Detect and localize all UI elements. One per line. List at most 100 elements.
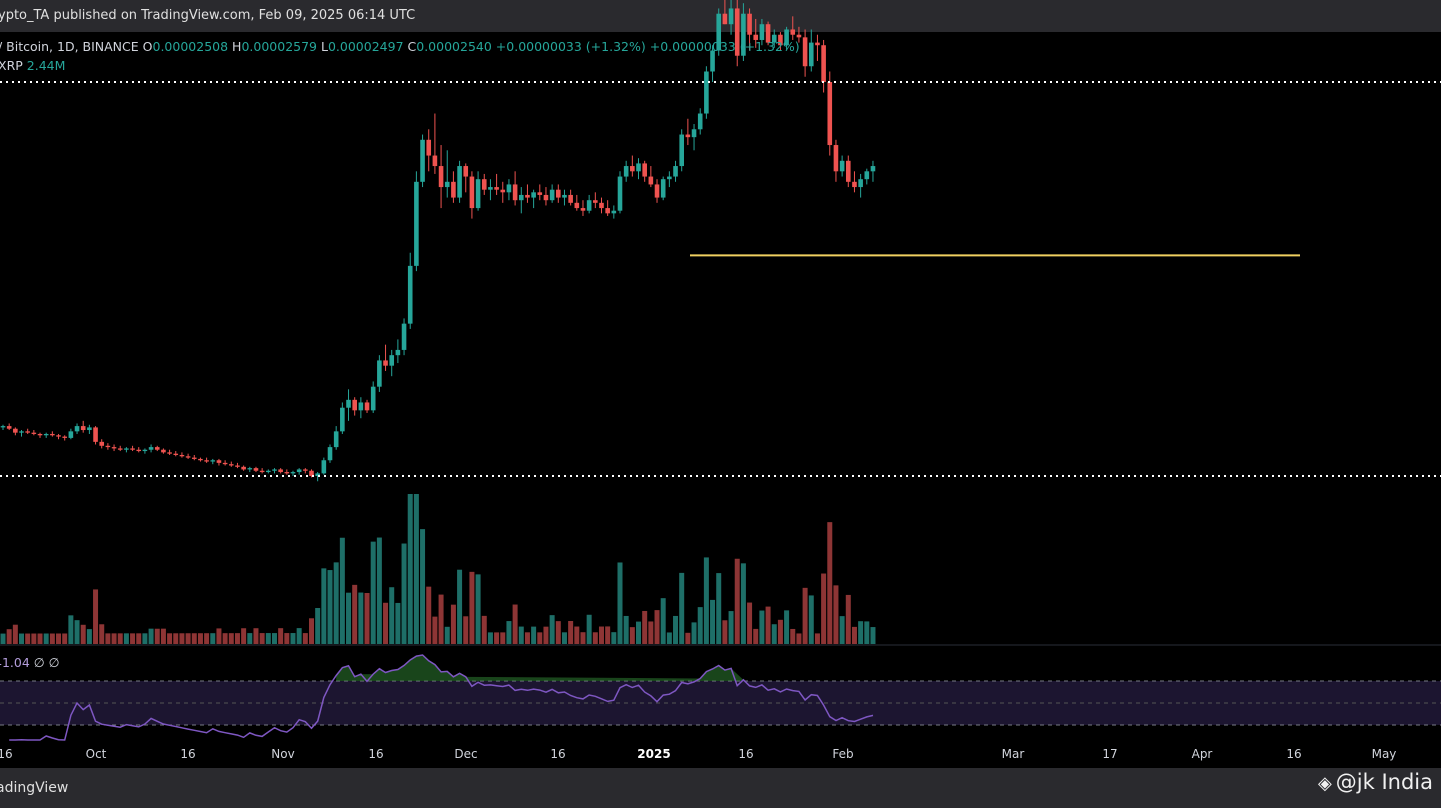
candle-body bbox=[383, 360, 388, 366]
candle-body bbox=[426, 139, 432, 156]
volume-bar bbox=[555, 621, 561, 644]
volume-bar bbox=[426, 586, 432, 644]
volume-bar bbox=[395, 602, 401, 644]
volume-bar bbox=[339, 537, 345, 644]
candle-body bbox=[414, 181, 419, 266]
candle-body bbox=[407, 265, 413, 324]
candle-body bbox=[309, 470, 314, 476]
candle-body bbox=[142, 449, 148, 452]
candle-body bbox=[154, 447, 160, 450]
volume-bar bbox=[185, 633, 191, 644]
volume-bar bbox=[673, 615, 679, 644]
candle-body bbox=[617, 176, 623, 211]
candle-body bbox=[222, 462, 228, 465]
volume-bar bbox=[364, 593, 370, 644]
candle-body bbox=[74, 426, 80, 432]
volume-bar bbox=[851, 626, 857, 644]
volume-bar bbox=[740, 563, 746, 644]
volume-bar bbox=[204, 633, 210, 644]
candle-body bbox=[790, 29, 796, 35]
volume-bar bbox=[302, 633, 308, 644]
candle-body bbox=[296, 469, 302, 473]
volume-bar bbox=[210, 633, 216, 644]
volume-bar bbox=[253, 628, 259, 644]
x-tick-label: 16 bbox=[368, 747, 383, 761]
candle-body bbox=[796, 34, 802, 38]
candle-body bbox=[124, 448, 129, 450]
candle-body bbox=[62, 436, 67, 438]
candle-body bbox=[475, 179, 481, 209]
candle-body bbox=[845, 160, 851, 182]
volume-bar bbox=[697, 607, 703, 644]
volume-bar bbox=[691, 622, 697, 644]
volume-bar bbox=[358, 592, 364, 644]
candle-body bbox=[759, 24, 765, 40]
volume-bar bbox=[814, 633, 820, 644]
volume-bar bbox=[759, 610, 765, 644]
x-tick-label: Feb bbox=[832, 747, 853, 761]
volume-bar bbox=[37, 633, 43, 644]
volume-bar bbox=[56, 633, 62, 644]
volume-bar bbox=[247, 633, 253, 644]
volume-bar bbox=[49, 633, 55, 644]
volume-bar bbox=[531, 626, 537, 644]
watermark-text: @jk India bbox=[1335, 770, 1433, 794]
x-tick-label: 16 bbox=[0, 747, 13, 761]
candle-body bbox=[315, 473, 320, 476]
candle-body bbox=[99, 441, 105, 446]
volume-bar bbox=[870, 627, 876, 644]
symbol-label: / Bitcoin, 1D, BINANCE bbox=[0, 39, 139, 54]
candle-body bbox=[654, 184, 660, 198]
volume-bar bbox=[432, 616, 438, 644]
volume-bar bbox=[561, 632, 567, 644]
volume-bar bbox=[197, 633, 203, 644]
volume-bar bbox=[858, 621, 864, 644]
candle-body bbox=[549, 189, 555, 201]
volume-bar bbox=[771, 624, 777, 644]
volume-bar bbox=[111, 633, 117, 644]
candle-body bbox=[444, 181, 450, 188]
candle-body bbox=[827, 82, 833, 146]
candle-body bbox=[574, 202, 580, 209]
volume-bar bbox=[839, 616, 845, 644]
candle-body bbox=[241, 466, 246, 470]
candle-body bbox=[852, 181, 857, 188]
x-tick-label: 16 bbox=[550, 747, 565, 761]
change-value: +0.00000033 (+1.32%) bbox=[495, 39, 646, 54]
candle-body bbox=[697, 113, 703, 130]
time-axis: 16 Oct 16 Nov 16 Dec 16 2025 16 Feb Mar 17 Apr 16 May bbox=[0, 747, 1396, 761]
candle-body bbox=[87, 427, 92, 431]
candle-body bbox=[136, 449, 142, 452]
volume-bar bbox=[524, 632, 530, 644]
candle-body bbox=[636, 163, 641, 172]
candle-body bbox=[148, 447, 154, 450]
volume-bar bbox=[62, 633, 68, 644]
volume-bar bbox=[543, 626, 549, 644]
volume-bar bbox=[278, 628, 284, 644]
volume-bar bbox=[469, 571, 475, 644]
volume-bar bbox=[734, 558, 740, 644]
volume-bar bbox=[592, 632, 598, 644]
candle-body bbox=[556, 189, 561, 198]
tradingview-brand[interactable]: adingView bbox=[0, 780, 69, 796]
candle-body bbox=[580, 208, 586, 211]
price-chart[interactable]: 16 Oct 16 Nov 16 Dec 16 2025 16 Feb Mar 17 Apr 16 May bbox=[0, 0, 1441, 768]
candle-body bbox=[778, 34, 783, 46]
candle-body bbox=[716, 13, 722, 51]
volume-bar bbox=[228, 633, 234, 644]
volume-bar bbox=[623, 615, 629, 644]
volume-bar bbox=[142, 633, 148, 644]
candle-body bbox=[284, 472, 290, 474]
volume-bar bbox=[438, 594, 444, 644]
x-tick-label: Dec bbox=[454, 747, 477, 761]
volume-bar bbox=[86, 629, 92, 644]
candle-body bbox=[864, 171, 870, 180]
volume-bar bbox=[518, 626, 524, 644]
volume-value: 2.44M bbox=[26, 58, 66, 73]
volume-bar bbox=[796, 633, 802, 644]
volume-bar bbox=[777, 619, 783, 644]
candle-body bbox=[438, 166, 444, 188]
x-tick-label: 16 bbox=[180, 747, 195, 761]
candle-body bbox=[457, 166, 462, 198]
volume-bar bbox=[259, 633, 265, 644]
